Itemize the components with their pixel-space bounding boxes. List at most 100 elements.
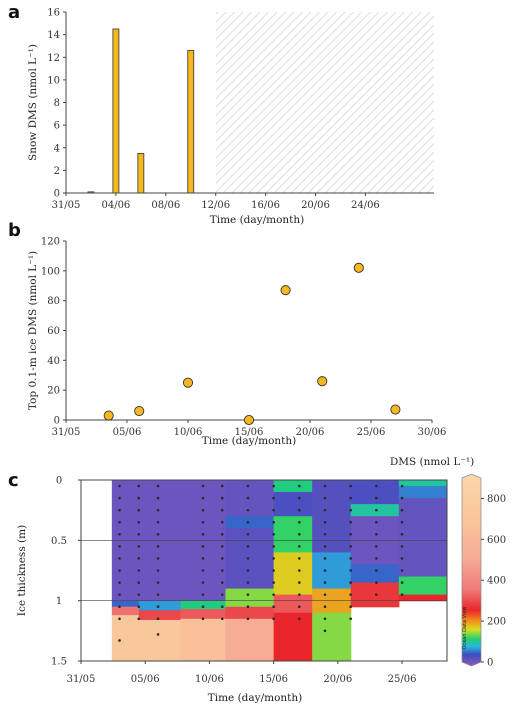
x-tick-label: 04/06	[101, 200, 130, 211]
dms-cell	[398, 480, 447, 487]
x-tick-label: 16/06	[251, 200, 280, 211]
y-tick-label: 0	[54, 416, 60, 427]
data-point	[103, 410, 114, 421]
sample-point	[323, 629, 327, 633]
x-tick-label: 25/06	[357, 427, 386, 438]
panel-c-ice-dms-section: 0 0.5 1 1.531/05 05/06 10/06 15/06 20/06 25/06 I…	[16, 456, 506, 704]
dms-cell	[138, 619, 182, 661]
dms-cell	[225, 528, 275, 590]
sample-point	[246, 533, 250, 536]
panel-c-y-axis-label: Ice thickness (m)	[16, 525, 28, 616]
x-tick-label: 31/05	[52, 200, 81, 211]
colorbar-title: DMS (nmol L⁻¹)	[390, 456, 474, 468]
sample-point	[323, 581, 327, 584]
sample-point	[323, 605, 327, 608]
sample-point	[323, 533, 327, 536]
sample-point	[375, 581, 378, 584]
y-tick-label: 6	[54, 121, 60, 132]
sample-point	[375, 569, 378, 572]
sample-point	[349, 617, 352, 621]
y-tick-label: 60	[47, 326, 60, 337]
sample-point	[400, 569, 404, 572]
sample-point	[137, 557, 141, 560]
sample-point	[201, 557, 205, 560]
dms-cell	[225, 588, 275, 608]
sample-point	[272, 617, 275, 621]
sample-point	[400, 508, 404, 512]
sample-point	[201, 520, 205, 524]
dms-cell	[273, 480, 313, 493]
sample-point	[400, 545, 404, 548]
sample-point	[137, 545, 141, 548]
sample-point	[156, 520, 160, 524]
data-point	[243, 414, 255, 426]
sample-point	[323, 520, 327, 524]
x-tick-label: 31/05	[52, 427, 81, 438]
sample-point	[298, 569, 301, 572]
y-tick-label: 8	[54, 98, 60, 109]
sample-point	[118, 581, 121, 584]
sample-point	[272, 545, 275, 548]
sample-point	[375, 557, 378, 560]
sample-point	[201, 581, 205, 584]
dms-cell	[225, 618, 275, 661]
sample-point	[156, 545, 160, 548]
sample-point	[272, 484, 275, 488]
sample-point	[298, 484, 301, 488]
no-data-hatched-region	[215, 12, 434, 193]
data-point	[182, 377, 194, 388]
x-tick-label: 25/06	[388, 674, 417, 685]
sample-point	[156, 593, 160, 596]
sample-point	[220, 545, 224, 548]
sample-point	[298, 557, 301, 560]
sample-point	[156, 484, 160, 488]
dms-cell	[111, 606, 140, 616]
sample-point	[137, 484, 141, 488]
dms-cell	[398, 486, 447, 499]
dms-cell	[398, 576, 447, 596]
x-tick-label: 08/06	[151, 200, 180, 211]
sample-point	[323, 545, 327, 548]
sample-point	[156, 533, 160, 536]
y-tick-label: 1.5	[51, 657, 67, 668]
sample-point	[400, 496, 404, 500]
sample-point	[349, 605, 352, 608]
dms-cell	[273, 492, 313, 517]
sample-point	[137, 508, 141, 512]
sample-point	[323, 508, 327, 512]
sample-point	[137, 569, 141, 572]
sample-point	[375, 484, 378, 488]
x-tick-label: 30/06	[418, 427, 447, 438]
y-tick-label: 16	[47, 8, 60, 19]
sample-point	[375, 496, 378, 500]
sample-point	[118, 617, 121, 621]
y-tick-label: 2	[54, 166, 60, 177]
sample-point	[400, 581, 404, 584]
sample-point	[323, 557, 327, 560]
sample-point	[137, 581, 141, 584]
sample-point	[137, 593, 141, 596]
sample-point	[246, 605, 250, 608]
sample-point	[349, 508, 352, 512]
sample-point	[349, 484, 352, 488]
dms-cell	[312, 612, 352, 661]
dms-cell	[111, 615, 140, 661]
colorbar-watermark: Ocean Data View	[462, 607, 468, 650]
sample-point	[400, 484, 404, 488]
data-point	[317, 376, 328, 387]
colorbar-tick-label: 800	[487, 494, 506, 505]
sample-point	[137, 496, 141, 500]
sample-point	[246, 581, 250, 584]
sample-point	[272, 593, 275, 596]
sample-point	[201, 617, 205, 621]
sample-point	[400, 557, 404, 560]
dms-cell	[273, 516, 313, 553]
sample-point	[118, 508, 121, 512]
sample-point	[349, 520, 352, 524]
colorbar-tick-label: 200	[487, 617, 506, 628]
dms-cell	[312, 480, 352, 553]
sample-point	[201, 545, 205, 548]
x-tick-label: 12/06	[201, 200, 230, 211]
x-tick-label: 31/05	[67, 674, 96, 685]
sample-point	[298, 496, 301, 500]
